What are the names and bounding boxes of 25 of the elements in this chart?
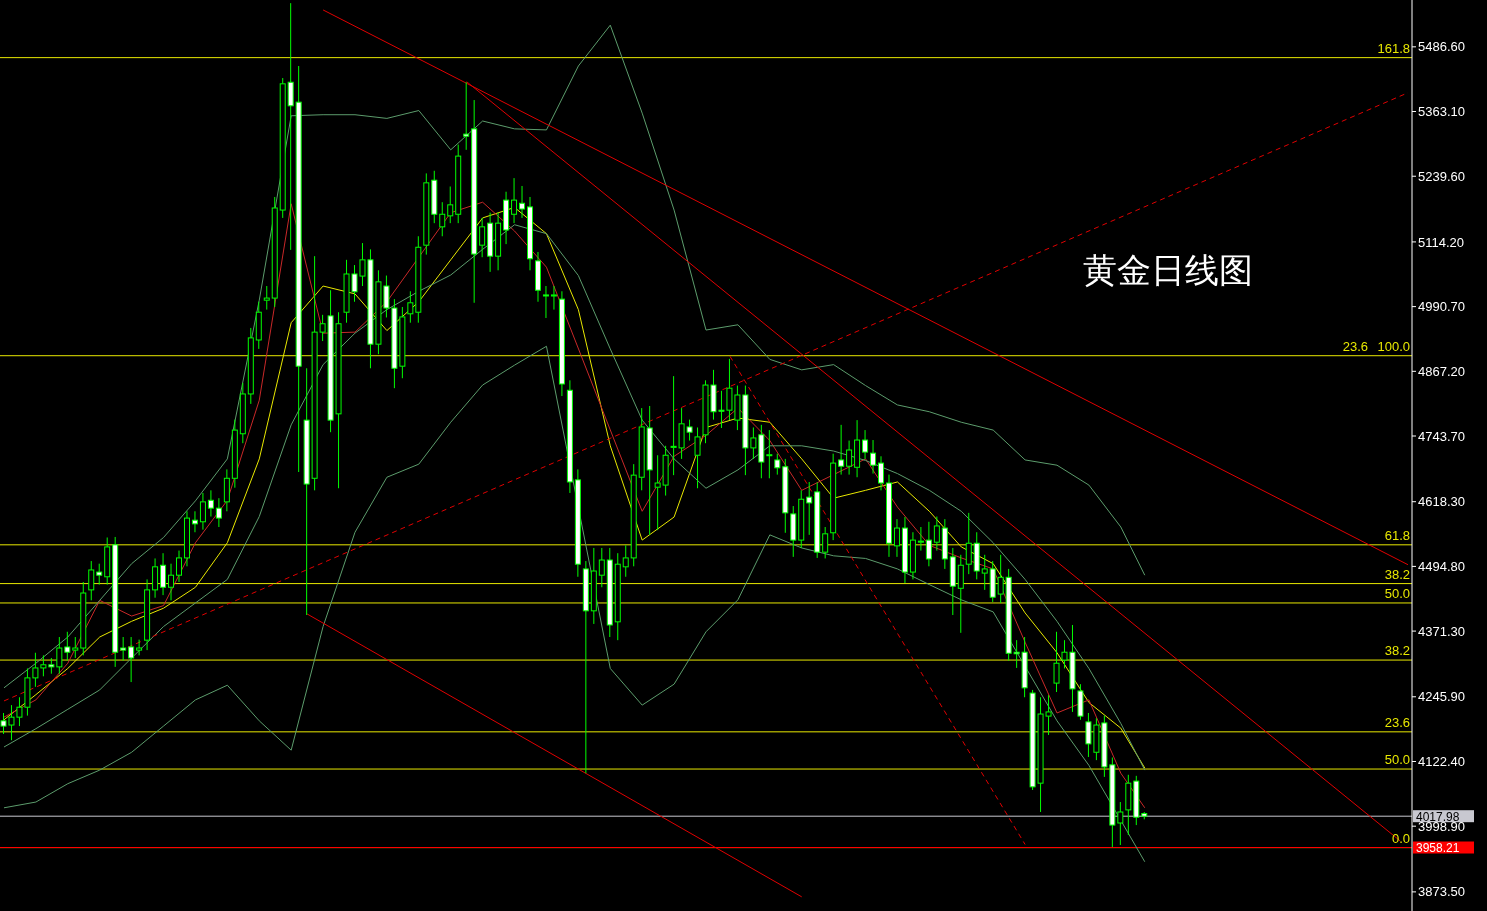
y-tick-label: 3873.50: [1418, 884, 1465, 900]
annotation: 50.0: [1384, 585, 1410, 601]
annotation: 161.8: [1377, 40, 1410, 56]
annotation: 61.8: [1384, 527, 1410, 543]
annotation: 23.6: [1342, 338, 1368, 354]
text: 黄金日线图: [1083, 249, 1253, 292]
y-tick-label: 4867.20: [1418, 363, 1465, 379]
annotation: 38.2: [1384, 566, 1410, 582]
y-tick-label: 4122.40: [1418, 754, 1465, 770]
annotation: 38.2: [1384, 643, 1410, 659]
y-tick-label: 5114.20: [1418, 234, 1465, 250]
ref-line-label: 3958.21: [1416, 841, 1460, 855]
y-tick-label: 4743.70: [1418, 428, 1465, 444]
annotation: 23.6: [1384, 714, 1410, 730]
y-tick-label: 5239.60: [1418, 168, 1465, 184]
y-tick-label: 4245.90: [1418, 689, 1465, 705]
y-tick-label: 4371.30: [1418, 623, 1465, 639]
y-tick-label: 5486.60: [1418, 39, 1465, 55]
y-tick-label: 4494.80: [1418, 559, 1465, 575]
annotation: 0.0: [1391, 830, 1410, 846]
annotation: 100.0: [1377, 338, 1410, 354]
y-tick-label: 4990.70: [1418, 299, 1465, 315]
y-tick-label: 5363.10: [1418, 104, 1465, 120]
y-tick-label: 4618.30: [1418, 494, 1465, 510]
annotation: 50.0: [1384, 752, 1410, 768]
